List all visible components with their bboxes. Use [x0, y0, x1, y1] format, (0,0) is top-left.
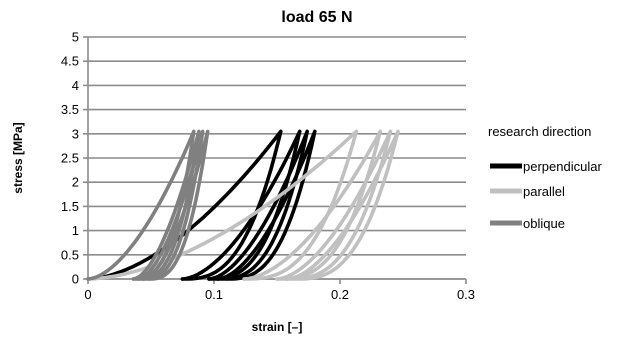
x-tick-labels: 0 0.1 0.2 0.3 [84, 287, 475, 302]
y-tick-label: 4.5 [61, 54, 79, 69]
series-loop-oblique [131, 129, 201, 281]
y-tick-label: 3 [72, 126, 79, 141]
series-loop-parallel [285, 129, 400, 281]
legend-label-perpendicular: perpendicular [523, 159, 602, 174]
series-loop-parallel [275, 129, 393, 281]
y-tick-label: 4 [72, 78, 79, 93]
y-tick-labels: 0 0.5 1 1.5 2 2.5 3 3.5 4 4.5 5 [61, 30, 79, 287]
legend-label-parallel: parallel [523, 184, 565, 199]
series-curves [86, 129, 400, 281]
y-tick-label: 0 [72, 272, 79, 287]
series-loop-perpendicular [86, 129, 283, 281]
y-tick-label: 1 [72, 223, 79, 238]
y-tick-label: 2.5 [61, 151, 79, 166]
legend-title: research direction [488, 124, 591, 139]
x-tick-label: 0.3 [457, 287, 475, 302]
x-tick-label: 0.1 [205, 287, 223, 302]
x-tick-label: 0.2 [331, 287, 349, 302]
series-loop-oblique [136, 129, 205, 281]
series-loop-perpendicular [216, 129, 317, 281]
legend-label-oblique: oblique [523, 216, 565, 231]
series-loop-perpendicular [207, 129, 309, 281]
series-loop-perpendicular [180, 129, 302, 281]
y-tick-label: 1.5 [61, 199, 79, 214]
series-loop-oblique [141, 129, 210, 281]
legend: research direction perpendicular parallel… [488, 124, 602, 231]
y-tick-label: 0.5 [61, 247, 79, 262]
x-axis-label: strain [–] [252, 320, 303, 334]
y-tick-label: 5 [72, 30, 79, 45]
y-tick-label: 3.5 [61, 102, 79, 117]
y-tick-label: 2 [72, 175, 79, 190]
chart-title: load 65 N [281, 9, 352, 26]
y-axis-label: stress [MPa] [11, 122, 25, 193]
x-tick-label: 0 [84, 287, 91, 302]
series-loop-parallel [242, 129, 383, 281]
